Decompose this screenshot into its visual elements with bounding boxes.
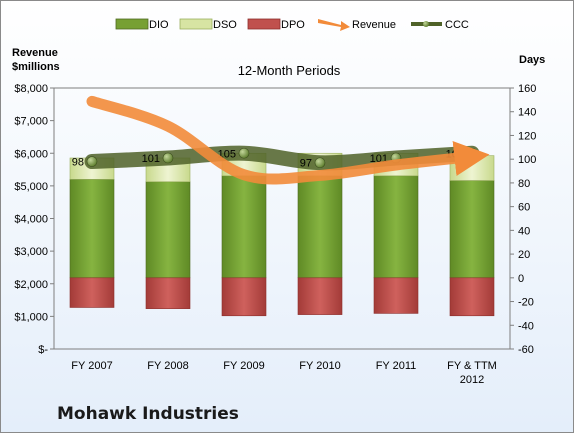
y-left-axis: $- $1,000 $2,000 $3,000 $4,000 $5,000 $6,000 $7… [14, 83, 54, 356]
ccc-point [162, 152, 174, 164]
y-right-tick-label: 120 [518, 130, 536, 142]
y-left-tick-label: $3,000 [14, 246, 48, 258]
y-left-title-line2: $millions [12, 61, 60, 73]
x-tick-label: FY 2011 [376, 360, 417, 372]
y-right-tick-label: 160 [518, 83, 536, 95]
ccc-point [314, 157, 326, 169]
x-tick-label: FY 2007 [71, 360, 112, 372]
x-tick-label: FY 2008 [147, 360, 188, 372]
ccc-point [86, 156, 98, 167]
x-tick-label: FY & TTM 2012 [447, 360, 497, 386]
legend-swatch-dpo [247, 18, 281, 30]
chart-title: 12-Month Periods [238, 63, 341, 78]
plot-area [53, 87, 511, 350]
y-right-title: Days [519, 54, 545, 66]
y-right-tick-label: -60 [518, 344, 534, 356]
y-right-tick-label: 80 [518, 178, 530, 190]
bar-dpo [297, 277, 343, 315]
bar-dpo [449, 277, 495, 317]
bar-dpo [69, 277, 115, 308]
ccc-data-label: 98 [72, 157, 84, 169]
bar-dio [221, 175, 267, 279]
ccc-line [84, 145, 480, 171]
x-tick-label: FY 2009 [223, 360, 264, 372]
legend-label-ccc: CCC [445, 19, 469, 31]
company-name: Mohawk Industries [57, 404, 239, 424]
bar-dio [373, 175, 419, 279]
y-left-tick-label: $5,000 [14, 181, 48, 193]
y-right-tick-label: -20 [518, 297, 534, 309]
bar-dpo [221, 277, 267, 317]
bars [69, 152, 495, 317]
legend-swatch-dso [179, 18, 213, 30]
ccc-data-label: 101 [142, 153, 160, 165]
y-right-tick-label: 20 [518, 249, 530, 261]
y-left-tick-label: $7,000 [14, 116, 48, 128]
y-left-title-line1: Revenue [12, 47, 58, 59]
x-axis: FY 2007 FY 2008 FY 2009 FY 2010 FY 2011 FY & … [71, 360, 497, 386]
y-right-tick-label: 140 [518, 107, 536, 119]
legend-label-dio: DIO [149, 19, 169, 31]
revenue-line [86, 95, 490, 185]
bar-dpo [373, 277, 419, 314]
bar-dio [449, 180, 495, 279]
legend-label-dso: DSO [213, 19, 237, 31]
revenue-series [86, 95, 490, 185]
legend: DIO DSO DPO Revenue CCC [115, 18, 469, 31]
y-right-tick-label: 100 [518, 154, 536, 166]
y-right-tick-label: 60 [518, 202, 530, 214]
y-right-tick-label: 0 [518, 273, 524, 285]
ccc-point [238, 147, 250, 159]
y-left-tick-label: $8,000 [14, 83, 48, 95]
bar-dio [297, 175, 343, 279]
bar-dpo [145, 277, 191, 309]
ccc-data-label: 97 [300, 158, 312, 170]
legend-label-revenue: Revenue [352, 19, 396, 31]
y-right-tick-label: 40 [518, 225, 530, 237]
y-left-tick-label: $2,000 [14, 279, 48, 291]
legend-swatch-dio [115, 18, 149, 30]
legend-arrow-revenue [318, 19, 350, 31]
x-tick-label: FY 2010 [299, 360, 340, 372]
y-right-tick-label: -40 [518, 320, 534, 332]
y-left-tick-label: $1,000 [14, 311, 48, 323]
bar-dio [145, 181, 191, 279]
bar-dio [69, 179, 115, 279]
y-left-tick-label: $4,000 [14, 214, 48, 226]
y-right-axis: -60 -40 -20 0 20 40 60 80 100 120 140 160 [510, 83, 536, 356]
legend-dot-ccc [423, 21, 429, 27]
y-left-tick-label: $- [38, 344, 48, 356]
y-left-tick-label: $6,000 [14, 148, 48, 160]
legend-label-dpo: DPO [281, 19, 305, 31]
